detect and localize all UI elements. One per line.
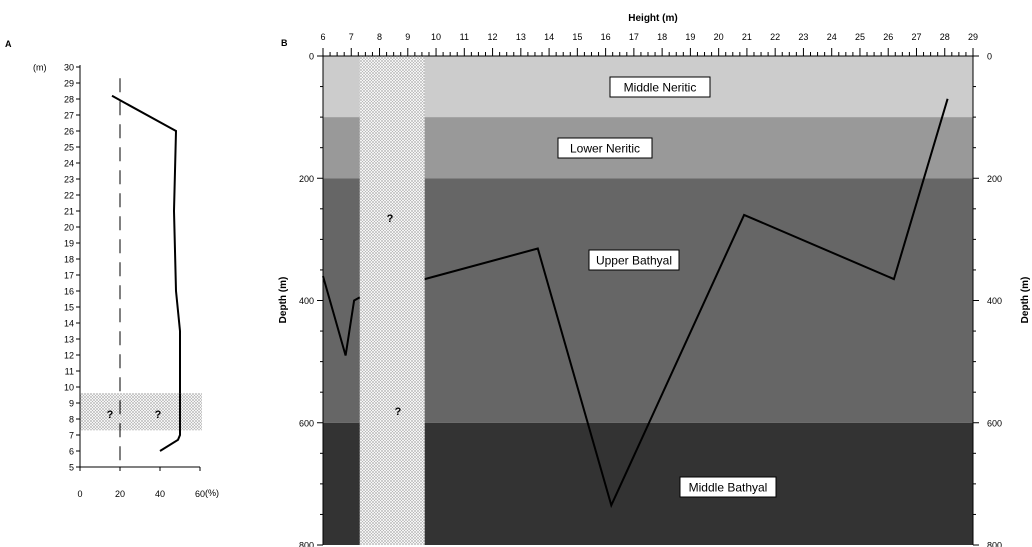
- y-tick-label: 30: [64, 63, 74, 73]
- x-tick-label: 20: [714, 32, 724, 42]
- x-tick-label: 11: [460, 32, 469, 42]
- x-tick-label: 7: [349, 32, 354, 42]
- zone-band: [323, 178, 973, 423]
- y-tick-label: 0: [309, 52, 314, 62]
- gap-question-mark: ?: [395, 406, 402, 418]
- zone-band: [323, 422, 973, 545]
- y-tick-label: 24: [64, 159, 74, 169]
- y-tick-label: 12: [64, 351, 74, 361]
- x-tick-label: 21: [742, 32, 752, 42]
- zone-label-box: [588, 249, 680, 271]
- x-tick-label: 0: [77, 489, 82, 499]
- series-line: [424, 98, 949, 509]
- y-tick-label-right: 800: [987, 541, 1002, 547]
- x-tick-label: 20: [115, 489, 125, 499]
- y-tick-label-right: 200: [987, 174, 1002, 184]
- y-tick-label: 26: [64, 127, 74, 137]
- x-tick-label: 6: [320, 32, 325, 42]
- x-tick-label: 25: [855, 32, 865, 42]
- x-tick-label: 10: [431, 32, 441, 42]
- x-axis-title: Height (m): [628, 13, 677, 24]
- y-tick-label: 23: [64, 175, 74, 185]
- x-tick-label: 8: [377, 32, 382, 42]
- y-unit-label: (m): [33, 63, 47, 73]
- y-tick-label-right: 600: [987, 418, 1002, 428]
- y-tick-label: 7: [69, 431, 74, 441]
- x-tick-label: 27: [911, 32, 921, 42]
- y-tick-label: 14: [64, 319, 74, 329]
- y-tick-label: 6: [69, 447, 74, 457]
- zone-label: Lower Neritic: [570, 142, 640, 156]
- gap-band: [359, 56, 425, 545]
- gap-question-mark: ?: [387, 213, 394, 225]
- x-tick-label: 26: [883, 32, 893, 42]
- y-tick-label: 18: [64, 255, 74, 265]
- y-tick-label: 600: [299, 418, 314, 428]
- y-tick-label: 16: [64, 287, 74, 297]
- zone-label: Middle Neritic: [624, 81, 697, 95]
- y-tick-label: 28: [64, 95, 74, 105]
- panel-b-chart: ?? Middle Neritic Lower Neritic Upper Bathy…: [278, 13, 1031, 547]
- x-tick-label: 29: [968, 32, 978, 42]
- y-tick-label: 8: [69, 415, 74, 425]
- y-tick-label: 10: [64, 383, 74, 393]
- y-tick-label-right: 400: [987, 296, 1002, 306]
- zone-label: Middle Bathyal: [689, 481, 768, 495]
- y-tick-label: 11: [65, 367, 74, 377]
- x-tick-label: 9: [405, 32, 410, 42]
- y-tick-label: 800: [299, 541, 314, 547]
- y-tick-label: 17: [64, 271, 74, 281]
- y-tick-label: 9: [69, 399, 74, 409]
- zone-label-box: [679, 476, 777, 498]
- y-tick-label: 400: [299, 296, 314, 306]
- panel-a-chart: ? ? 5 6 7 8 9 10 11 12 13 14 15 16 17 18 19 20 21 22 23 24 25 2…: [33, 63, 219, 500]
- y-tick-label: 19: [64, 239, 74, 249]
- x-tick-label: 14: [544, 32, 554, 42]
- x-tick-label: 24: [827, 32, 837, 42]
- x-unit-label: (%): [205, 488, 219, 498]
- zone-label-box: [557, 137, 653, 159]
- x-tick-label: 28: [940, 32, 950, 42]
- y-tick-label: 21: [64, 207, 74, 217]
- y-tick-label: 25: [64, 143, 74, 153]
- series-line: [322, 275, 361, 356]
- y-axis-title: Depth (m): [278, 277, 289, 324]
- x-tick-label: 18: [657, 32, 667, 42]
- x-tick-label: 16: [601, 32, 611, 42]
- x-tick-label: 60: [195, 489, 205, 499]
- x-tick-label: 23: [798, 32, 808, 42]
- y-tick-label: 22: [64, 191, 74, 201]
- gap-question-mark: ?: [155, 409, 162, 421]
- y-tick-label: 27: [64, 111, 74, 121]
- gap-band: [80, 393, 202, 431]
- x-tick-label: 19: [685, 32, 695, 42]
- x-tick-label: 40: [155, 489, 165, 499]
- x-tick-label: 12: [488, 32, 498, 42]
- zone-label-box: [609, 76, 711, 98]
- y-axis-title-right: Depth (m): [1020, 277, 1031, 324]
- y-tick-label-right: 0: [987, 52, 992, 62]
- zone-label: Upper Bathyal: [596, 254, 672, 268]
- gap-question-mark: ?: [107, 409, 114, 421]
- x-tick-label: 13: [516, 32, 526, 42]
- series-line: [159, 393, 181, 452]
- panel-a-label: A: [5, 39, 12, 49]
- y-tick-label: 5: [69, 463, 74, 473]
- y-tick-label: 13: [64, 335, 74, 345]
- panel-b-label: B: [281, 38, 288, 48]
- y-tick-label: 200: [299, 174, 314, 184]
- y-tick-label: 20: [64, 223, 74, 233]
- x-tick-label: 15: [572, 32, 582, 42]
- series-line: [111, 94, 181, 394]
- y-tick-label: 15: [64, 303, 74, 313]
- x-tick-label: 22: [770, 32, 780, 42]
- x-tick-label: 17: [629, 32, 639, 42]
- y-tick-label: 29: [64, 79, 74, 89]
